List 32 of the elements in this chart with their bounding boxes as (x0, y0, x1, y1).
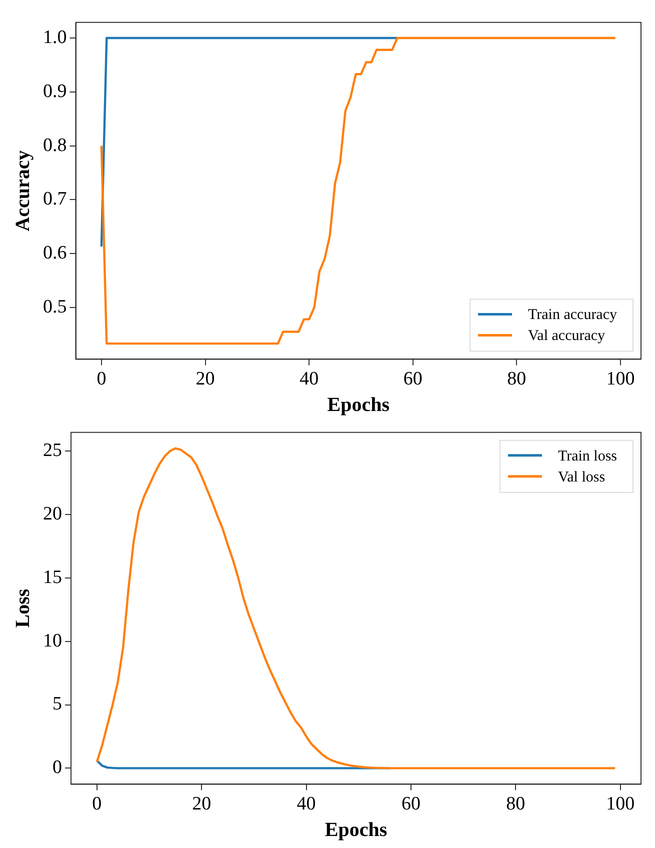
y-tick-label: 0.5 (43, 296, 67, 318)
y-tick-label: 0 (52, 757, 62, 778)
y-tick-label: 10 (43, 630, 62, 652)
legend-label: Val loss (558, 469, 606, 486)
y-tick-label: 15 (43, 566, 62, 588)
x-tick-label: 20 (192, 794, 212, 815)
y-axis-title: Accuracy (12, 150, 34, 232)
y-tick-label: 1.0 (43, 27, 67, 48)
x-tick-label: 100 (606, 794, 635, 815)
x-tick-label: 60 (401, 794, 420, 815)
y-tick-label: 5 (52, 694, 62, 715)
x-tick-label: 60 (403, 368, 422, 390)
y-tick-label: 0.8 (43, 134, 67, 156)
x-tick-label: 40 (296, 794, 316, 815)
y-tick-label: 25 (43, 440, 62, 461)
x-tick-label: 0 (96, 368, 106, 390)
legend-label: Train loss (558, 448, 618, 464)
y-axis-title: Loss (12, 588, 34, 628)
x-tick-label: 40 (300, 368, 319, 390)
legend-label: Val accuracy (528, 328, 606, 344)
x-axis-title: Epochs (327, 394, 390, 416)
x-tick-label: 0 (92, 794, 102, 815)
x-tick-label: 100 (606, 368, 635, 390)
x-tick-label: 20 (196, 368, 215, 390)
x-axis-title: Epochs (324, 819, 388, 842)
y-tick-label: 20 (43, 503, 62, 524)
y-tick-label: 0.7 (43, 188, 67, 210)
legend-label: Train accuracy (528, 307, 618, 324)
y-tick-label: 0.6 (43, 242, 67, 264)
y-tick-label: 0.9 (43, 80, 67, 102)
x-tick-label: 80 (506, 794, 526, 815)
x-tick-label: 80 (507, 368, 526, 390)
